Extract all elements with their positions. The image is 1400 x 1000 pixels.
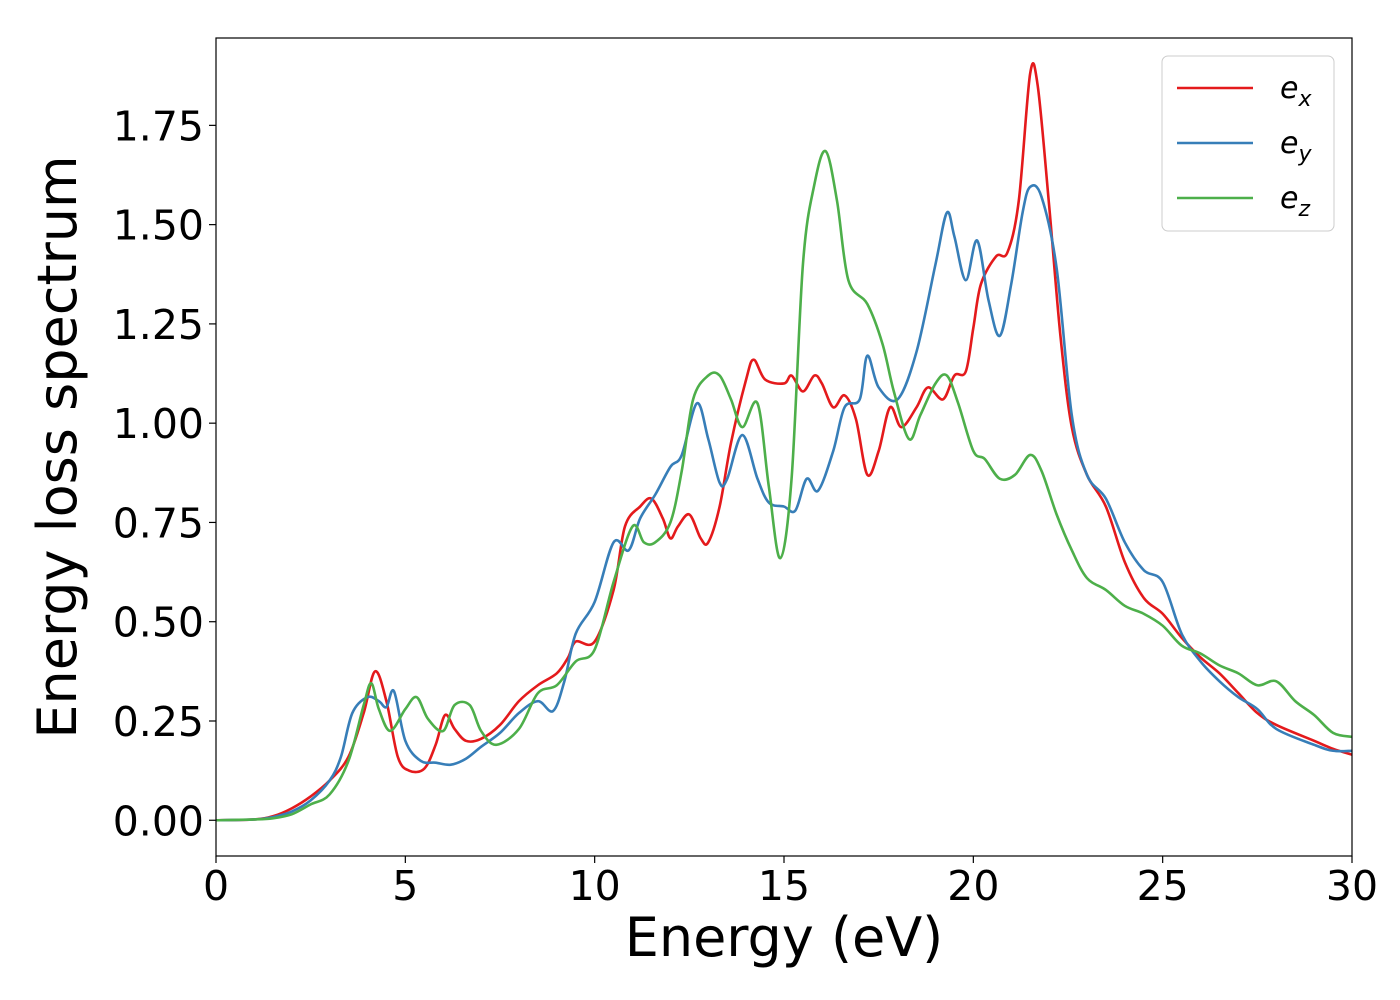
y-tick-label: 0.75 (113, 499, 204, 547)
x-tick-label: 15 (758, 862, 810, 910)
y-tick-label: 0.50 (113, 599, 204, 647)
y-axis-label: Energy loss spectrum (26, 155, 89, 738)
series-layer (216, 62, 1352, 822)
x-axis-label: Energy (eV) (625, 906, 944, 969)
legend: ex ey ez (1161, 55, 1335, 232)
y-tick-label: 1.00 (113, 400, 204, 448)
x-tick-label: 30 (1326, 862, 1378, 910)
legend-label-ez: ez (1280, 181, 1310, 222)
y-axis-ticks: 0.00 0.25 0.50 0.75 1.00 1.25 1.50 1.75 (113, 102, 216, 845)
x-axis-ticks: 0 5 10 15 20 25 30 (203, 856, 1378, 910)
x-tick-label: 5 (392, 862, 418, 910)
y-tick-label: 1.75 (113, 102, 204, 150)
y-tick-label: 0.25 (113, 698, 204, 746)
y-tick-label: 0.00 (113, 797, 204, 845)
legend-label-ey: ey (1280, 126, 1312, 167)
x-tick-label: 0 (203, 862, 229, 910)
x-tick-label: 10 (569, 862, 621, 910)
y-tick-label: 1.50 (113, 202, 204, 250)
legend-label-ex: ex (1280, 71, 1312, 112)
y-tick-label: 1.25 (113, 301, 204, 349)
x-tick-label: 25 (1137, 862, 1189, 910)
series-line-ez (216, 149, 1352, 822)
x-tick-label: 20 (947, 862, 999, 910)
plot-area (216, 62, 1352, 822)
series-line-ey (216, 184, 1352, 822)
